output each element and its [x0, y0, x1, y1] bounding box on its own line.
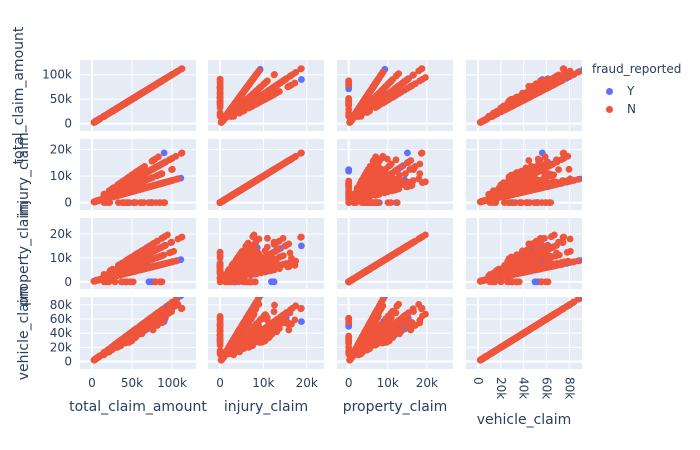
x-tick-label: 50k — [121, 376, 143, 390]
x-tick-label: 80k — [562, 377, 576, 399]
subplot-total_claim_amount-vs-property_claim[interactable] — [337, 60, 453, 131]
legend: fraud_reported Y N — [592, 62, 681, 118]
subplot-total_claim_amount-vs-vehicle_claim[interactable] — [466, 60, 587, 131]
subplot-injury_claim-vs-vehicle_claim[interactable] — [466, 139, 587, 210]
subplot-property_claim-vs-total_claim_amount[interactable] — [80, 218, 196, 289]
x-axis-title: vehicle_claim — [477, 412, 572, 428]
y-tick-label: 0 — [64, 355, 72, 369]
x-tick-label: 100k — [157, 376, 187, 390]
x-axis-title: injury_claim — [224, 399, 308, 415]
y-tick-label: 60k — [50, 312, 72, 326]
subplot-injury_claim-vs-total_claim_amount[interactable] — [80, 139, 196, 210]
x-tick-label: 0 — [88, 376, 96, 390]
subplot-property_claim-vs-vehicle_claim[interactable] — [466, 218, 587, 289]
legend-marker-n-icon — [606, 105, 613, 113]
x-tick-label: 10k — [377, 376, 399, 390]
subplot-total_claim_amount-vs-injury_claim[interactable] — [208, 60, 324, 131]
y-tick-label: 50k — [50, 92, 72, 106]
legend-label-y: Y — [627, 84, 635, 98]
subplot-injury_claim-vs-property_claim[interactable] — [337, 139, 453, 210]
legend-marker-y-icon — [606, 87, 613, 95]
y-axis-title: vehicle_claim — [16, 286, 32, 381]
y-axis-title: injury_claim — [16, 132, 32, 216]
legend-item-y[interactable]: Y — [592, 82, 681, 100]
y-tick-label: 10k — [50, 251, 72, 265]
subplot-total_claim_amount-vs-total_claim_amount[interactable] — [80, 60, 196, 131]
y-tick-label: 20k — [50, 340, 72, 354]
y-tick-label: 0 — [64, 275, 72, 289]
x-tick-label: 10k — [252, 376, 274, 390]
subplot-injury_claim-vs-injury_claim[interactable] — [208, 139, 324, 210]
y-tick-label: 10k — [50, 169, 72, 183]
y-tick-label: 100k — [42, 68, 72, 82]
y-tick-label: 0 — [64, 196, 72, 210]
x-tick-label: 0 — [345, 376, 353, 390]
y-axis-title: total_claim_amount — [11, 26, 27, 164]
legend-title: fraud_reported — [592, 62, 682, 76]
x-axis-title: property_claim — [343, 399, 448, 415]
x-tick-label: 20k — [494, 377, 508, 399]
subplot-vehicle_claim-vs-vehicle_claim[interactable] — [466, 293, 587, 370]
x-axis-title: total_claim_amount — [69, 399, 207, 415]
x-tick-label: 40k — [517, 377, 531, 399]
x-tick-label: 60k — [540, 377, 554, 399]
y-tick-label: 0 — [64, 117, 72, 131]
subplot-property_claim-vs-property_claim[interactable] — [337, 218, 453, 289]
x-tick-label: 0 — [471, 377, 485, 385]
legend-item-n[interactable]: N — [592, 100, 681, 118]
subplot-vehicle_claim-vs-total_claim_amount[interactable] — [80, 293, 196, 370]
y-tick-label: 20k — [50, 143, 72, 157]
y-axis-title: property_claim — [16, 201, 32, 306]
y-tick-label: 20k — [50, 227, 72, 241]
y-tick-label: 80k — [50, 298, 72, 312]
legend-label-n: N — [627, 102, 636, 116]
x-tick-label: 20k — [416, 376, 438, 390]
y-tick-label: 40k — [50, 326, 72, 340]
subplot-vehicle_claim-vs-property_claim[interactable] — [337, 293, 453, 370]
x-tick-label: 0 — [216, 376, 224, 390]
subplot-vehicle_claim-vs-injury_claim[interactable] — [208, 293, 324, 370]
subplot-property_claim-vs-injury_claim[interactable] — [208, 218, 324, 289]
x-tick-label: 20k — [296, 376, 318, 390]
